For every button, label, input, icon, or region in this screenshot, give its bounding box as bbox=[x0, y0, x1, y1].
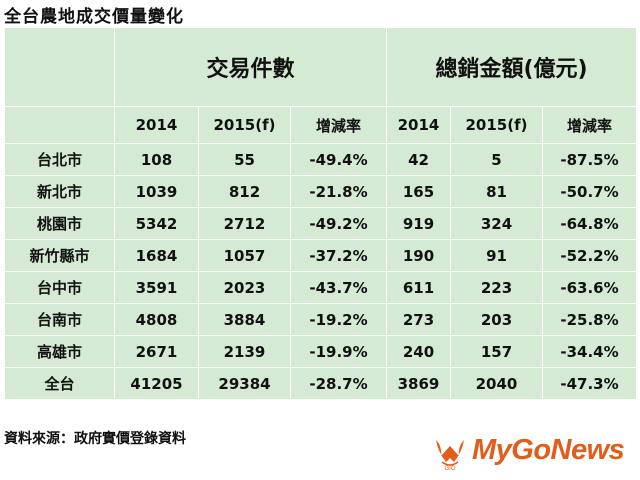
value-cell: 4808 bbox=[114, 303, 199, 336]
value-cell: 919 bbox=[386, 207, 451, 240]
value-cell: -50.7% bbox=[541, 175, 638, 208]
value-cell: 81 bbox=[450, 175, 543, 208]
value-cell: 5342 bbox=[114, 207, 199, 240]
city-cell: 台北市 bbox=[4, 143, 115, 176]
group-header-row: 交易件數 總銷金額(億元) bbox=[4, 27, 638, 107]
column-header: 2015(f) bbox=[450, 106, 543, 144]
column-header: 增減率 bbox=[290, 106, 387, 144]
column-header: 2014 bbox=[386, 106, 451, 144]
value-cell: -63.6% bbox=[541, 271, 638, 304]
value-cell: -34.4% bbox=[541, 335, 638, 368]
city-cell: 全台 bbox=[4, 367, 115, 400]
logo-mark-icon: GIO bbox=[436, 440, 464, 472]
value-cell: 611 bbox=[386, 271, 451, 304]
column-header: 2014 bbox=[114, 106, 199, 144]
value-cell: 2139 bbox=[198, 335, 291, 368]
value-cell: 203 bbox=[450, 303, 543, 336]
value-cell: 165 bbox=[386, 175, 451, 208]
city-cell: 高雄市 bbox=[4, 335, 115, 368]
group-header-sales: 總銷金額(億元) bbox=[385, 27, 638, 107]
group-header-transactions: 交易件數 bbox=[114, 27, 387, 107]
value-cell: 273 bbox=[386, 303, 451, 336]
value-cell: 1057 bbox=[198, 239, 291, 272]
data-table: 交易件數 總銷金額(億元) 2014 2015(f) 增減率 2014 2015… bbox=[4, 27, 638, 400]
value-cell: 108 bbox=[114, 143, 199, 176]
value-cell: -87.5% bbox=[541, 143, 638, 176]
mygonews-logo: GIO MyGoNews bbox=[432, 432, 632, 472]
value-cell: 324 bbox=[450, 207, 543, 240]
city-cell: 桃園市 bbox=[4, 207, 115, 240]
logo-mark-text: GIO bbox=[444, 466, 455, 472]
value-cell: 2023 bbox=[198, 271, 291, 304]
source-note: 資料來源：政府實價登錄資料 bbox=[4, 431, 186, 447]
city-cell: 台中市 bbox=[4, 271, 115, 304]
corner-cell bbox=[4, 106, 115, 144]
table-row: 桃園市 5342 2712 -49.2% 919 324 -64.8% bbox=[4, 207, 638, 240]
value-cell: -64.8% bbox=[541, 207, 638, 240]
column-header-row: 2014 2015(f) 增減率 2014 2015(f) 增減率 bbox=[4, 106, 638, 144]
total-row: 全台 41205 29384 -28.7% 3869 2040 -47.3% bbox=[4, 367, 638, 400]
value-cell: -49.4% bbox=[290, 143, 387, 176]
table-row: 台中市 3591 2023 -43.7% 611 223 -63.6% bbox=[4, 271, 638, 304]
value-cell: -47.3% bbox=[541, 367, 638, 400]
value-cell: 2712 bbox=[198, 207, 291, 240]
value-cell: -43.7% bbox=[290, 271, 387, 304]
value-cell: 2671 bbox=[114, 335, 199, 368]
city-cell: 新北市 bbox=[4, 175, 115, 208]
value-cell: 190 bbox=[386, 239, 451, 272]
value-cell: 41205 bbox=[114, 367, 199, 400]
value-cell: 223 bbox=[450, 271, 543, 304]
value-cell: -37.2% bbox=[290, 239, 387, 272]
value-cell: -19.2% bbox=[290, 303, 387, 336]
value-cell: 55 bbox=[198, 143, 291, 176]
table-row: 新竹縣市 1684 1057 -37.2% 190 91 -52.2% bbox=[4, 239, 638, 272]
column-header: 增減率 bbox=[541, 106, 638, 144]
value-cell: 3869 bbox=[386, 367, 451, 400]
value-cell: 5 bbox=[450, 143, 543, 176]
value-cell: -21.8% bbox=[290, 175, 387, 208]
value-cell: 3591 bbox=[114, 271, 199, 304]
value-cell: -49.2% bbox=[290, 207, 387, 240]
value-cell: 157 bbox=[450, 335, 543, 368]
value-cell: -25.8% bbox=[541, 303, 638, 336]
column-header: 2015(f) bbox=[198, 106, 291, 144]
logo-text: MyGoNews bbox=[472, 434, 625, 466]
city-cell: 新竹縣市 bbox=[4, 239, 115, 272]
value-cell: 240 bbox=[386, 335, 451, 368]
value-cell: 29384 bbox=[198, 367, 291, 400]
value-cell: 3884 bbox=[198, 303, 291, 336]
table-row: 台北市 108 55 -49.4% 42 5 -87.5% bbox=[4, 143, 638, 176]
value-cell: -52.2% bbox=[541, 239, 638, 272]
page-title: 全台農地成交價量變化 bbox=[4, 7, 184, 27]
value-cell: 1039 bbox=[114, 175, 199, 208]
value-cell: 812 bbox=[198, 175, 291, 208]
city-cell: 台南市 bbox=[4, 303, 115, 336]
corner-cell bbox=[4, 27, 115, 107]
value-cell: -19.9% bbox=[290, 335, 387, 368]
value-cell: 42 bbox=[386, 143, 451, 176]
value-cell: -28.7% bbox=[290, 367, 387, 400]
table-row: 高雄市 2671 2139 -19.9% 240 157 -34.4% bbox=[4, 335, 638, 368]
table-row: 新北市 1039 812 -21.8% 165 81 -50.7% bbox=[4, 175, 638, 208]
value-cell: 1684 bbox=[114, 239, 199, 272]
value-cell: 2040 bbox=[450, 367, 543, 400]
table-row: 台南市 4808 3884 -19.2% 273 203 -25.8% bbox=[4, 303, 638, 336]
value-cell: 91 bbox=[450, 239, 543, 272]
